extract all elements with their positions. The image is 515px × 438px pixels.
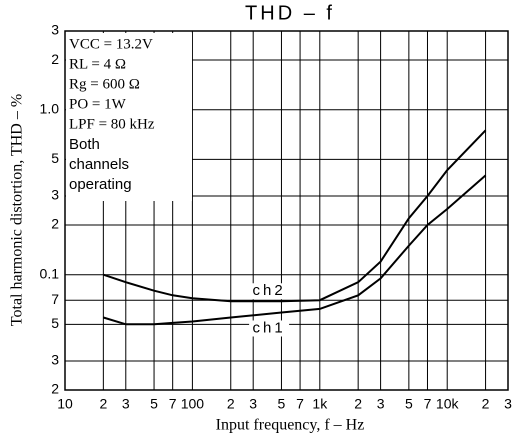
- annotation: RL = 4 Ω: [69, 56, 126, 72]
- x-tick-label: 7: [296, 396, 304, 412]
- x-tick-label: 7: [424, 396, 432, 412]
- x-tick-label: 3: [249, 396, 257, 412]
- x-tick-label: 5: [150, 396, 158, 412]
- annotation: operating: [69, 176, 132, 193]
- line-series: [103, 129, 487, 303]
- x-tick-label: 5: [405, 396, 413, 412]
- x-tick-label: 100: [181, 396, 205, 412]
- series-label: ch2: [253, 282, 286, 299]
- y-tick-label: 2: [51, 51, 59, 67]
- series-label-bg: [249, 283, 290, 300]
- annotation: Both: [69, 136, 100, 153]
- x-tick-label: 7: [169, 396, 177, 412]
- chart-title: THD – f: [245, 2, 335, 24]
- x-tick-label: 5: [278, 396, 286, 412]
- y-tick-label: 1.0: [40, 100, 60, 116]
- y-tick-label: 5: [51, 150, 59, 166]
- x-tick-label: 2: [99, 396, 107, 412]
- y-tick-label: 3: [51, 22, 59, 38]
- y-tick-label: 0.1: [40, 265, 60, 281]
- annotation-box: [66, 33, 192, 201]
- y-tick-label: 3: [51, 352, 59, 368]
- x-tick-label: 2: [482, 396, 490, 412]
- annotation: PO = 1W: [69, 96, 127, 112]
- y-tick-label: 7: [51, 291, 59, 307]
- x-tick-label: 2: [227, 396, 235, 412]
- x-tick-label: 1k: [312, 396, 328, 412]
- annotation: VCC = 13.2V: [69, 36, 153, 52]
- series-label-bg: [249, 320, 290, 337]
- y-tick-label: 5: [51, 315, 59, 331]
- y-tick-label: 2: [51, 381, 59, 397]
- series-label: ch1: [253, 319, 286, 336]
- y-tick-label: 2: [51, 216, 59, 232]
- x-tick-label: 3: [122, 396, 130, 412]
- y-tick-label: 3: [51, 187, 59, 203]
- x-tick-label: 3: [377, 396, 385, 412]
- y-axis-label: Total harmonic distortion, THD – %: [9, 94, 26, 326]
- x-tick-label: 10: [57, 396, 73, 412]
- x-tick-label: 10k: [436, 396, 460, 412]
- x-tick-label: 3: [504, 396, 512, 412]
- x-tick-label: 2: [354, 396, 362, 412]
- annotation: LPF = 80 kHz: [69, 116, 155, 132]
- annotation: Rg = 600 Ω: [69, 76, 140, 92]
- annotation: channels: [69, 156, 129, 173]
- x-axis-label: Input frequency, f – Hz: [216, 417, 365, 434]
- line-series: [103, 174, 487, 326]
- plot-frame: [64, 30, 509, 391]
